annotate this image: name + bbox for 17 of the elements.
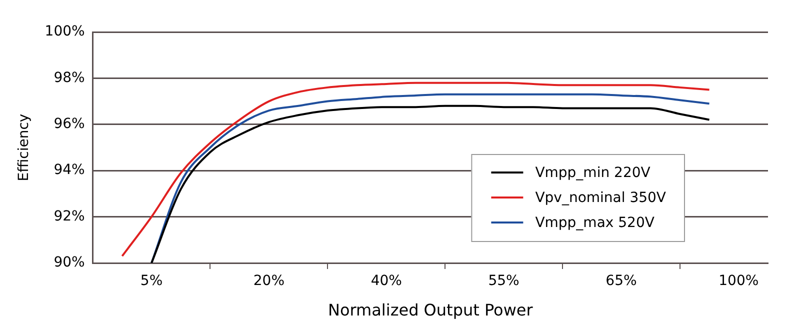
x-tick-label: 40% <box>370 273 402 290</box>
y-tick-label: 98% <box>54 70 85 86</box>
x-tick-label: 5% <box>140 273 163 290</box>
y-tick-label: 100% <box>44 24 85 40</box>
legend-label: Vmpp_max 520V <box>535 215 655 232</box>
y-tick-label: 96% <box>54 116 85 132</box>
y-axis-title: Efficiency <box>16 114 32 182</box>
x-axis-title: Normalized Output Power <box>328 300 534 320</box>
legend-label: Vmpp_min 220V <box>535 165 651 182</box>
legend-label: Vpv_nominal 350V <box>535 190 666 206</box>
y-tick-label: 92% <box>54 208 85 224</box>
y-tick-label: 94% <box>54 162 85 178</box>
x-tick-label: 20% <box>253 273 285 290</box>
x-tick-label: 65% <box>606 273 637 290</box>
y-tick-label: 90% <box>54 254 85 271</box>
x-tick-label: 100% <box>718 273 759 290</box>
x-tick-label: 55% <box>488 273 520 290</box>
